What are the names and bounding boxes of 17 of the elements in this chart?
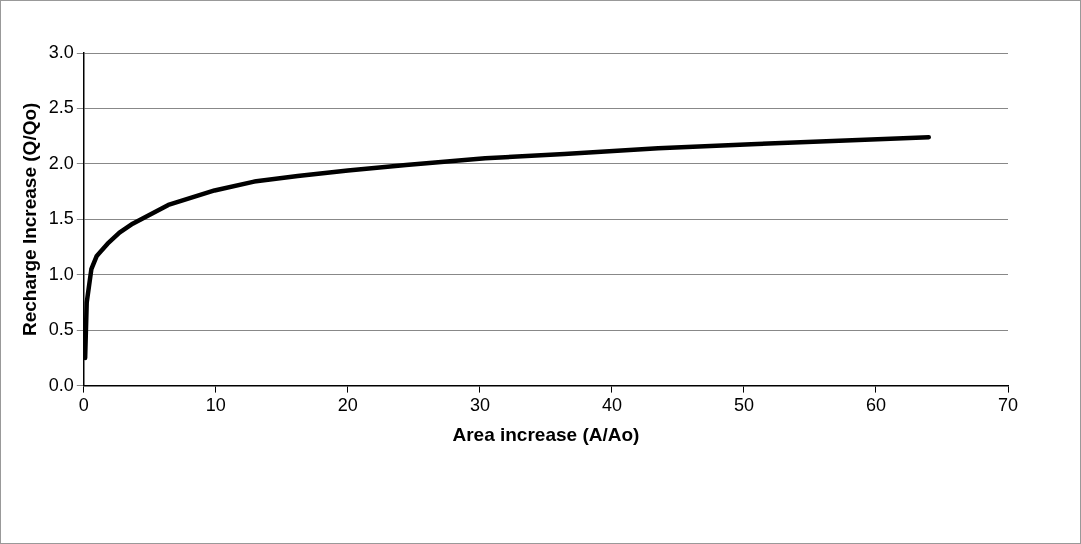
x-tick-label: 50 [733, 395, 754, 416]
x-tick-label: 40 [601, 395, 622, 416]
x-tick-label: 30 [469, 395, 490, 416]
y-tick-label: 0.5 [48, 319, 74, 340]
x-tick-label: 0 [78, 395, 89, 416]
y-tick-label: 2.5 [48, 97, 74, 118]
y-tick-label: 0.0 [48, 374, 74, 395]
y-tick-label: 1.0 [48, 263, 74, 284]
y-axis-title: Recharge Increase (Q/Qo) [18, 102, 40, 336]
y-tick-label: 3.0 [48, 41, 74, 62]
y-tick-label: 2.0 [48, 152, 74, 173]
y-tick-label: 1.5 [48, 208, 74, 229]
x-tick-label: 70 [997, 395, 1019, 416]
x-tick-label: 10 [205, 395, 226, 416]
x-axis-title: Area increase (A/Ao) [452, 423, 640, 445]
x-tick-label: 20 [337, 395, 358, 416]
x-tick-label: 60 [865, 395, 886, 416]
